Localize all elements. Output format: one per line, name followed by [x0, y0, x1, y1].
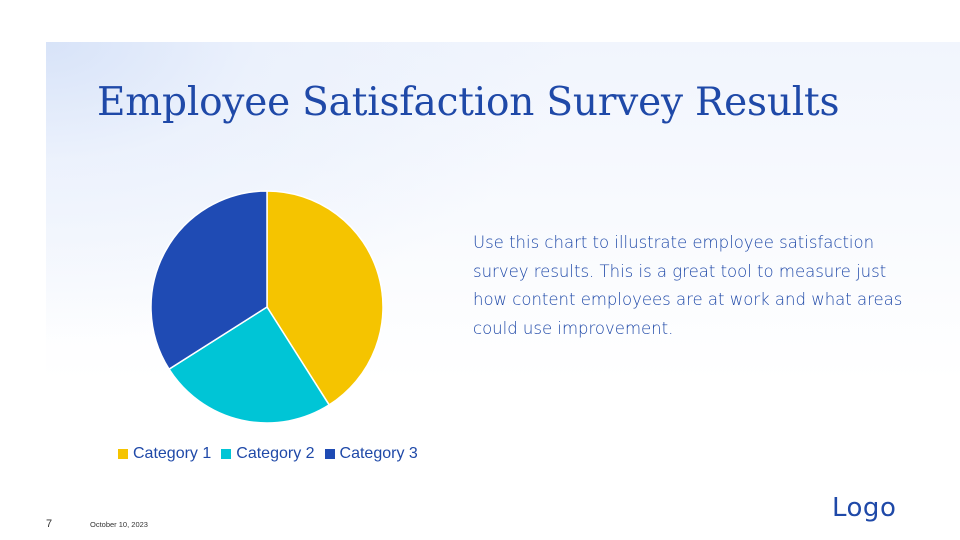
legend-swatch-category-2 — [221, 449, 232, 459]
slide-title: Employee Satisfaction Survey Results — [97, 80, 840, 125]
slide-date: October 10, 2023 — [90, 520, 148, 529]
page-number: 7 — [46, 518, 53, 530]
slide-description: Use this chart to illustrate employee sa… — [473, 233, 903, 338]
legend-item-category-3: Category 3 — [324, 445, 418, 463]
chart-legend: Category 1 Category 2 Category 3 — [118, 445, 418, 463]
legend-label-category-1: Category 1 — [133, 445, 212, 462]
legend-label-category-2: Category 2 — [236, 445, 315, 462]
pie-chart — [150, 190, 384, 424]
legend-swatch-category-3 — [324, 449, 335, 459]
legend-swatch-category-1 — [118, 449, 128, 459]
legend-item-category-1: Category 1 — [118, 445, 211, 463]
legend-label-category-3: Category 3 — [339, 445, 418, 462]
pie-slice-category-3 — [150, 190, 268, 371]
logo: Logo — [832, 493, 897, 523]
pie-slice-category-2 — [168, 305, 331, 424]
legend-item-category-2: Category 2 — [221, 445, 315, 463]
